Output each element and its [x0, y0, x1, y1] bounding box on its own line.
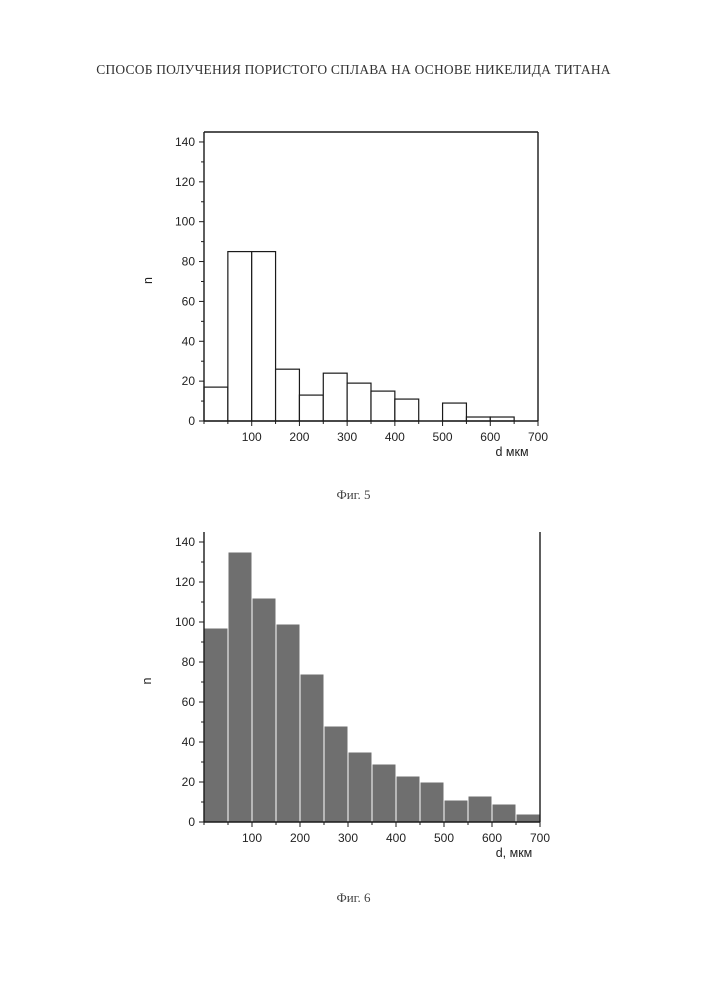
y-tick-label: 120: [175, 175, 195, 189]
histogram-fig6: 0 20 40 60 80 100 120 140 100 200 300 400 500 600 700d…: [0, 520, 707, 865]
x-tick-label: 200: [289, 430, 309, 444]
histogram-bar: [300, 674, 324, 822]
document-header: СПОСОБ ПОЛУЧЕНИЯ ПОРИСТОГО СПЛАВА НА ОСН…: [0, 62, 707, 78]
y-tick-label: 140: [175, 535, 195, 549]
histogram-fig5-svg: 0 20 40 60 80 100 120 140 100 200 300 400 500 600 700d…: [0, 120, 707, 460]
y-tick-label: 0: [188, 815, 195, 829]
histogram-bar: [323, 373, 347, 421]
histogram-bar: [395, 399, 419, 421]
x-tick-label: 600: [482, 831, 502, 845]
y-tick-label: 60: [182, 294, 196, 308]
histogram-bar: [348, 752, 372, 822]
y-tick-label: 140: [175, 135, 195, 149]
y-tick-label: 80: [182, 255, 196, 269]
histogram-bar: [492, 804, 516, 822]
y-axis-label: n: [140, 677, 154, 684]
y-tick-label: 100: [175, 215, 195, 229]
x-tick-label: 700: [528, 430, 548, 444]
histogram-bar: [252, 252, 276, 421]
y-tick-label: 80: [182, 655, 196, 669]
y-tick-label: 120: [175, 575, 195, 589]
y-tick-label: 20: [182, 775, 196, 789]
x-tick-label: 400: [385, 430, 405, 444]
x-tick-label: 500: [433, 430, 453, 444]
histogram-bar: [252, 598, 276, 822]
histogram-bar: [347, 383, 371, 421]
figure-caption-5: Фиг. 5: [0, 487, 707, 503]
x-tick-label: 100: [242, 831, 262, 845]
y-tick-label: 0: [188, 414, 195, 428]
y-tick-label: 60: [182, 695, 196, 709]
x-tick-label: 600: [480, 430, 500, 444]
histogram-bar: [371, 391, 395, 421]
x-tick-label: 100: [242, 430, 262, 444]
y-tick-label: 40: [182, 334, 196, 348]
histogram-bar: [444, 800, 468, 822]
x-tick-label: 300: [338, 831, 358, 845]
y-tick-label: 20: [182, 374, 196, 388]
histogram-fig6-svg: 0 20 40 60 80 100 120 140 100 200 300 400 500 600 700d…: [0, 520, 707, 865]
x-tick-label: 200: [290, 831, 310, 845]
y-tick-label: 40: [182, 735, 196, 749]
histogram-bar: [420, 782, 444, 822]
histogram-bar: [372, 764, 396, 822]
histogram-bar: [228, 552, 252, 822]
x-tick-label: 700: [530, 831, 550, 845]
histogram-bar: [299, 395, 323, 421]
histogram-bar: [396, 776, 420, 822]
x-axis-label: d мкм: [495, 445, 528, 459]
histogram-bar: [468, 796, 492, 822]
x-axis-label: d, мкм: [496, 846, 533, 860]
x-tick-label: 500: [434, 831, 454, 845]
histogram-bar: [276, 624, 300, 822]
histogram-bar: [204, 628, 228, 822]
histogram-bar: [204, 387, 228, 421]
figure-caption-6: Фиг. 6: [0, 890, 707, 906]
histogram-bar: [276, 369, 300, 421]
histogram-bar: [228, 252, 252, 421]
histogram-bar: [324, 726, 348, 822]
x-tick-label: 300: [337, 430, 357, 444]
histogram-bar: [516, 814, 540, 822]
histogram-fig5: 0 20 40 60 80 100 120 140 100 200 300 400 500 600 700d…: [0, 120, 707, 460]
y-axis-label: n: [141, 277, 155, 284]
y-tick-label: 100: [175, 615, 195, 629]
histogram-bar: [443, 403, 467, 421]
x-tick-label: 400: [386, 831, 406, 845]
